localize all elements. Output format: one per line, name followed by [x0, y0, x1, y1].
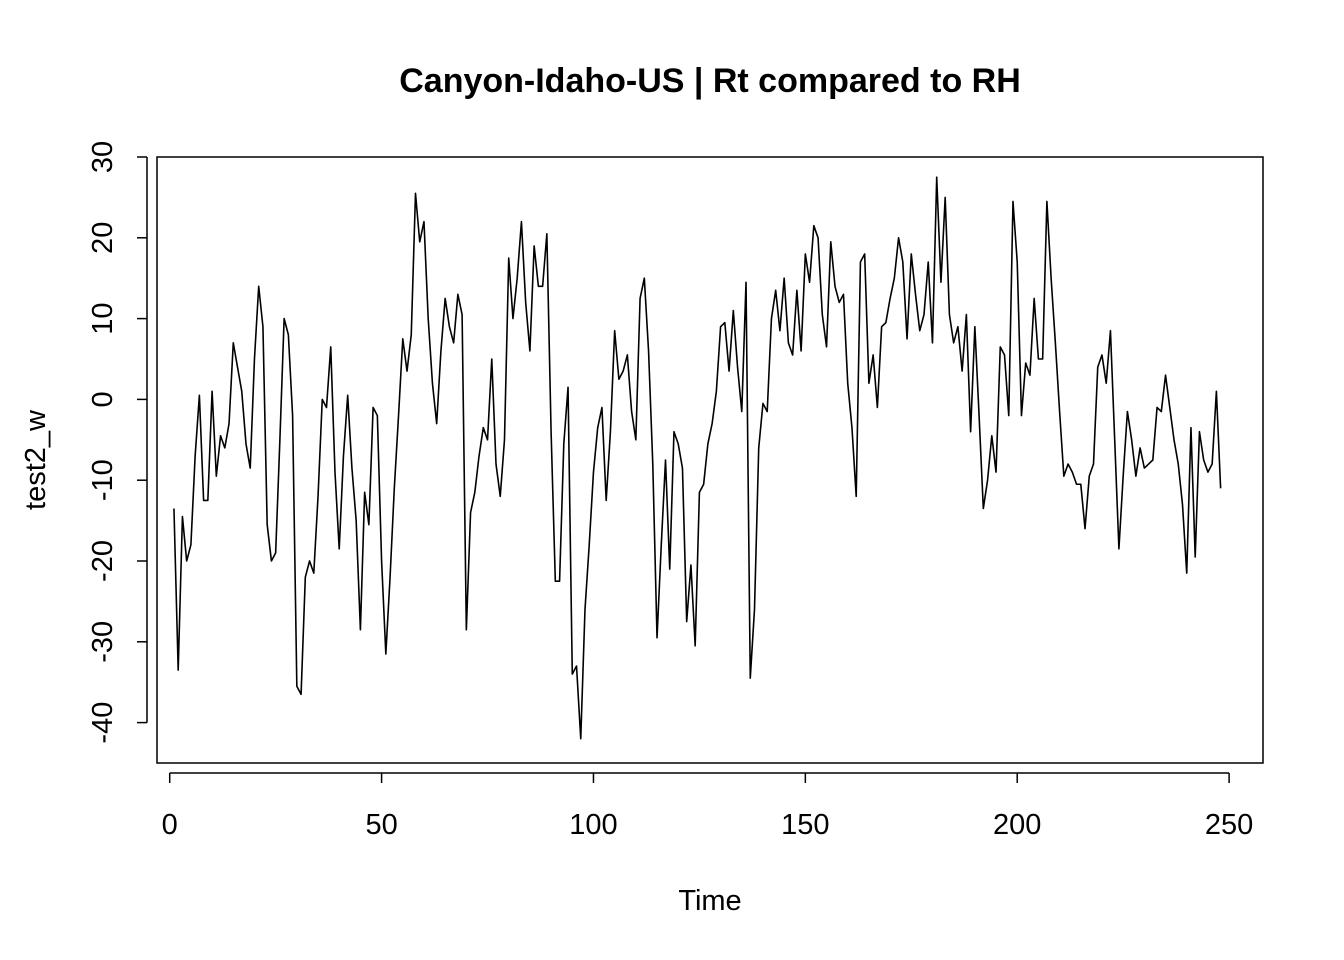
- y-tick-label: -20: [87, 540, 119, 582]
- x-tick-label: 150: [781, 809, 829, 841]
- x-tick-label: 200: [993, 809, 1041, 841]
- y-tick-label: 10: [87, 302, 119, 334]
- y-tick-label: -40: [87, 702, 119, 744]
- x-tick-label: 250: [1205, 809, 1253, 841]
- y-tick-label: 30: [87, 141, 119, 173]
- y-axis: -40 -30 -20 -10 0 10 20 30: [87, 141, 148, 744]
- x-axis-label: Time: [678, 885, 741, 917]
- x-tick-label: 0: [162, 809, 178, 841]
- y-tick-label: 20: [87, 222, 119, 254]
- y-axis-label: test2_w: [20, 409, 52, 510]
- x-tick-label: 100: [569, 809, 617, 841]
- y-tick-label: -30: [87, 621, 119, 663]
- chart-title: Canyon-Idaho-US | Rt compared to RH: [399, 62, 1021, 100]
- x-axis: 0 50 100 150 200 250: [162, 772, 1253, 841]
- series-line: [173, 176, 1222, 740]
- plot-area-box: [156, 156, 1264, 764]
- y-tick-label: -10: [87, 459, 119, 501]
- x-tick-label: 50: [365, 809, 397, 841]
- y-tick-label: 0: [87, 391, 119, 407]
- series-layer: [173, 176, 1222, 740]
